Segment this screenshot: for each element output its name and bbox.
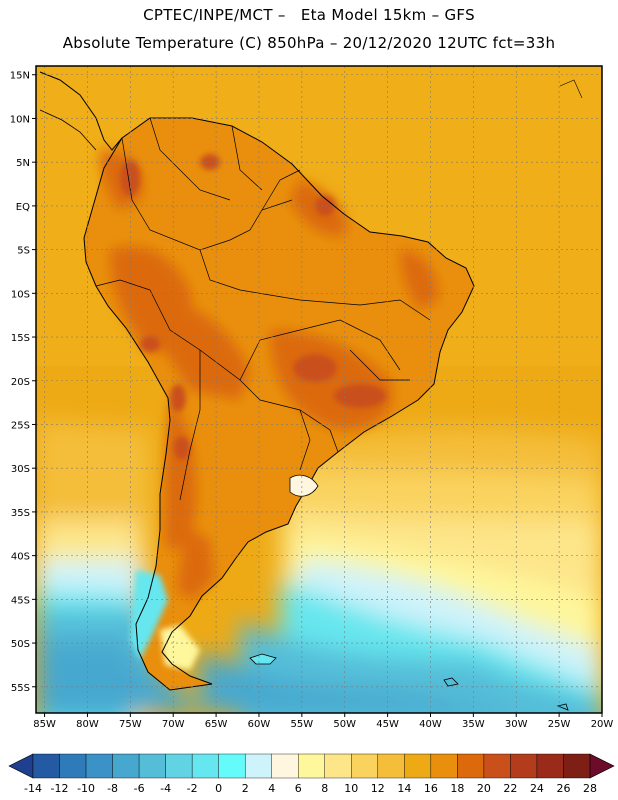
lat-label: 30S <box>11 464 30 475</box>
colorbar-swatch <box>191 753 219 779</box>
colorbar-label: -14 <box>24 782 42 795</box>
colorbar-swatch <box>298 753 325 779</box>
lat-label: 35S <box>11 508 30 519</box>
lon-label: 30W <box>505 719 528 730</box>
lat-label: 20S <box>11 377 30 388</box>
lon-label: 75W <box>119 719 142 730</box>
lon-label: 80W <box>76 719 99 730</box>
colorbar-swatch <box>112 753 140 779</box>
colorbar-swatch <box>351 753 379 779</box>
colorbar-swatch <box>165 753 193 779</box>
colorbar-arrow-high <box>589 753 615 779</box>
colorbar-swatch <box>404 753 432 779</box>
lat-label: 5S <box>17 246 30 257</box>
colorbar-swatch <box>271 753 299 779</box>
lat-label: 40S <box>11 552 30 563</box>
colorbar-label: -12 <box>51 782 69 795</box>
lon-label: 25W <box>548 719 571 730</box>
colorbar-label: 20 <box>477 782 491 795</box>
temperature-field <box>36 66 602 713</box>
lon-label: 85W <box>33 719 56 730</box>
colorbar-label: 0 <box>215 782 222 795</box>
lon-label: 35W <box>462 719 485 730</box>
colorbar-swatch <box>32 753 60 779</box>
colorbar-label: 10 <box>344 782 358 795</box>
colorbar-label: 22 <box>503 782 517 795</box>
colorbar-swatch <box>244 753 272 779</box>
lon-label: 55W <box>291 719 314 730</box>
lat-label: 50S <box>11 639 30 650</box>
colorbar-swatch <box>324 753 352 779</box>
colorbar-label: 24 <box>530 782 544 795</box>
lat-label: 55S <box>11 683 30 694</box>
colorbar-label: -10 <box>77 782 95 795</box>
lat-label: 25S <box>11 420 30 431</box>
colorbar-swatch <box>85 753 113 779</box>
lon-label: 45W <box>376 719 399 730</box>
colorbar-label: 12 <box>371 782 385 795</box>
colorbar-label: 26 <box>556 782 570 795</box>
colorbar-label: -6 <box>134 782 145 795</box>
colorbar-label: 4 <box>268 782 275 795</box>
colorbar-label: 14 <box>397 782 411 795</box>
lon-label: 50W <box>333 719 356 730</box>
colorbar-swatch <box>59 753 87 779</box>
lon-label: 70W <box>162 719 185 730</box>
chart-title-line2: Absolute Temperature (C) 850hPa – 20/12/… <box>62 34 556 52</box>
lat-label: 5N <box>16 158 30 169</box>
colorbar-label: 16 <box>424 782 438 795</box>
map-frame <box>35 65 603 714</box>
lon-label: 20W <box>591 719 614 730</box>
lon-label: 60W <box>248 719 271 730</box>
lat-label: EQ <box>16 202 30 213</box>
lat-label: 45S <box>11 595 30 606</box>
colorbar-label: 28 <box>583 782 597 795</box>
lon-label: 65W <box>205 719 228 730</box>
lat-label: 15S <box>11 333 30 344</box>
colorbar-label: 8 <box>321 782 328 795</box>
lon-label: 40W <box>419 719 442 730</box>
colorbar-swatch <box>563 753 591 779</box>
colorbar-label: 18 <box>450 782 464 795</box>
chart-title-line1: CPTEC/INPE/MCT – Eta Model 15km – GFS <box>143 6 475 24</box>
colorbar-label: 6 <box>295 782 302 795</box>
lat-label: 15N <box>10 71 30 82</box>
colorbar-swatch <box>483 753 511 779</box>
colorbar: -14 -12 -10 -8 -6 -4 -2 0 2 4 6 8 10 12 14 16 18 20 22 24 26… <box>8 753 615 795</box>
colorbar-swatch <box>218 753 246 779</box>
colorbar-label: -4 <box>160 782 171 795</box>
lat-label: 10N <box>10 114 30 125</box>
colorbar-swatch <box>430 753 458 779</box>
colorbar-arrow-low <box>8 753 34 779</box>
colorbar-swatch <box>377 753 405 779</box>
colorbar-swatch <box>138 753 166 779</box>
colorbar-label: 2 <box>242 782 249 795</box>
colorbar-label: -8 <box>107 782 118 795</box>
colorbar-swatch <box>510 753 538 779</box>
lat-label: 10S <box>11 289 30 300</box>
colorbar-label: -2 <box>187 782 198 795</box>
colorbar-swatch <box>457 753 485 779</box>
colorbar-swatch <box>536 753 564 779</box>
